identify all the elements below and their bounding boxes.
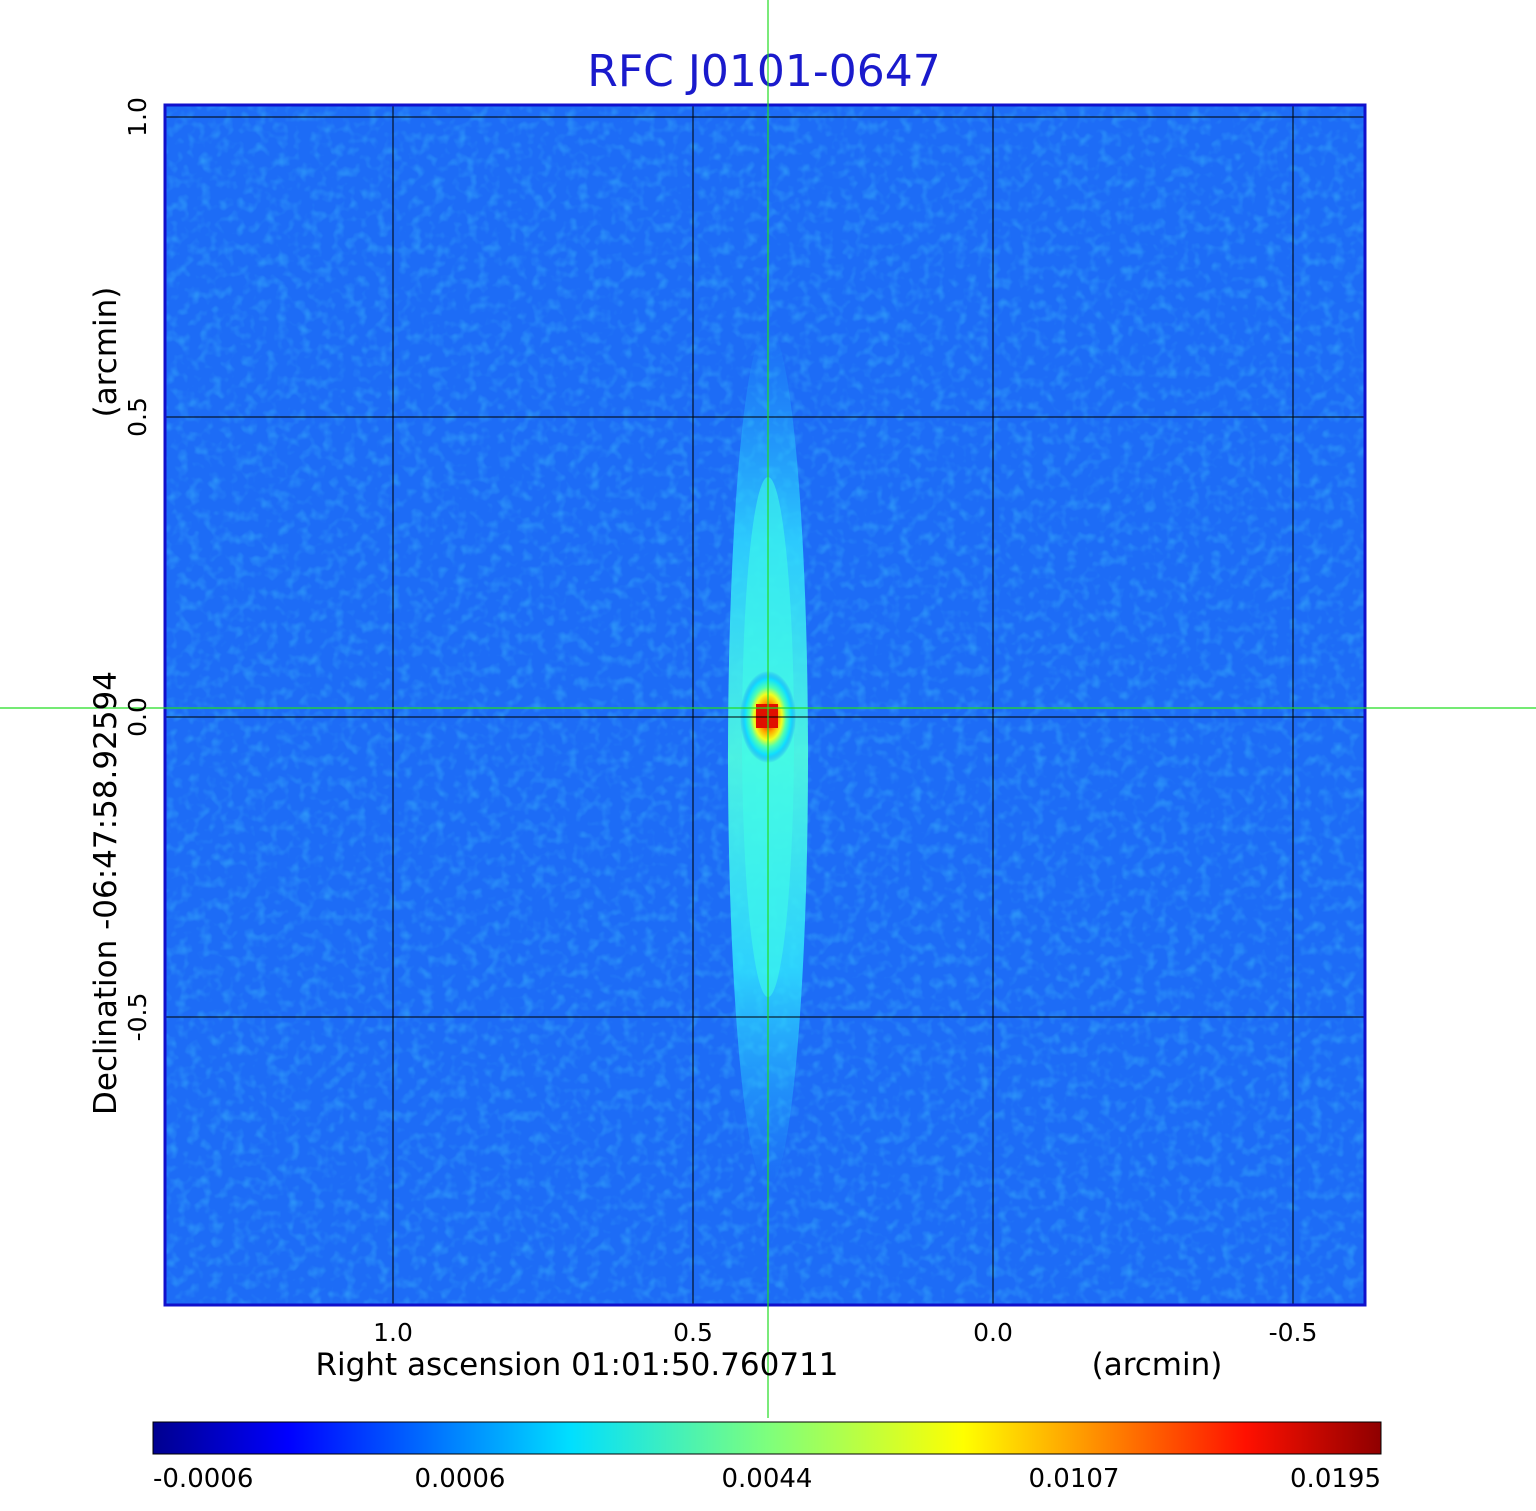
x-tick-label: 0.5 — [673, 1318, 713, 1347]
colorbar-tick-label: 0.0107 — [1029, 1464, 1120, 1494]
source-peak — [756, 704, 778, 728]
x-tick-labels: 1.0 0.5 0.0 -0.5 — [373, 1318, 1317, 1347]
y-tick-label: 0.5 — [123, 397, 152, 437]
x-tick-label: 1.0 — [373, 1318, 413, 1347]
x-tick-label: -0.5 — [1269, 1318, 1318, 1347]
y-axis-label: Declination -06:47:58.92594 — [88, 671, 124, 1115]
y-tick-label: 0.0 — [123, 697, 152, 737]
colorbar-tick-labels: -0.0006 0.0006 0.0044 0.0107 0.0195 — [153, 1464, 1381, 1494]
colorbar-tick-label: 0.0195 — [1290, 1464, 1381, 1494]
chart-title: RFC J0101-0647 — [587, 46, 940, 97]
x-axis-unit: (arcmin) — [1092, 1347, 1223, 1383]
y-tick-label: -0.5 — [123, 993, 152, 1042]
x-tick-label: 0.0 — [973, 1318, 1013, 1347]
crosshair — [0, 0, 1536, 1418]
coordinate-grid — [165, 105, 1365, 1305]
y-tick-label: 1.0 — [123, 97, 152, 137]
y-tick-labels: 1.0 0.5 0.0 -0.5 — [123, 97, 152, 1041]
colorbar-tick-label: -0.0006 — [153, 1464, 253, 1494]
colorbar-tick-label: 0.0006 — [415, 1464, 506, 1494]
colorbar — [152, 1421, 1382, 1455]
image-plot-area — [165, 105, 1365, 1305]
x-axis-label: Right ascension 01:01:50.760711 — [315, 1347, 838, 1383]
image-frame — [163, 103, 1367, 1307]
y-axis-unit: (arcmin) — [88, 287, 124, 418]
colorbar-tick-label: 0.0044 — [722, 1464, 813, 1494]
